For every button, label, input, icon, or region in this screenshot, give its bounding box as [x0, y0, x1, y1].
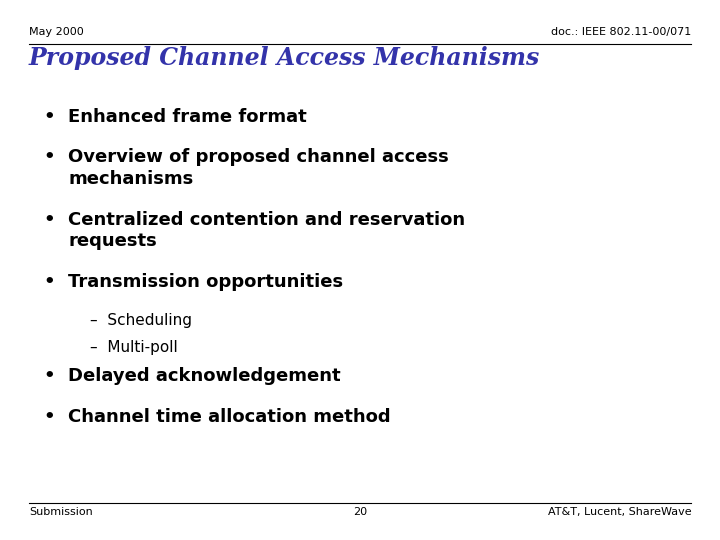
- Text: Submission: Submission: [29, 507, 93, 517]
- Text: •: •: [43, 367, 55, 385]
- Text: Transmission opportunities: Transmission opportunities: [68, 273, 343, 291]
- Text: AT&T, Lucent, ShareWave: AT&T, Lucent, ShareWave: [548, 507, 691, 517]
- Text: Centralized contention and reservation
requests: Centralized contention and reservation r…: [68, 211, 466, 250]
- Text: •: •: [43, 108, 55, 126]
- Text: –  Scheduling: – Scheduling: [90, 313, 192, 328]
- Text: •: •: [43, 148, 55, 166]
- Text: Overview of proposed channel access
mechanisms: Overview of proposed channel access mech…: [68, 148, 449, 188]
- Text: 20: 20: [353, 507, 367, 517]
- Text: •: •: [43, 273, 55, 291]
- Text: Delayed acknowledgement: Delayed acknowledgement: [68, 367, 341, 385]
- Text: •: •: [43, 408, 55, 426]
- Text: Channel time allocation method: Channel time allocation method: [68, 408, 391, 426]
- Text: •: •: [43, 211, 55, 228]
- Text: doc.: IEEE 802.11-00/071: doc.: IEEE 802.11-00/071: [551, 26, 691, 37]
- Text: Proposed Channel Access Mechanisms: Proposed Channel Access Mechanisms: [29, 46, 540, 70]
- Text: –  Multi-poll: – Multi-poll: [90, 340, 178, 355]
- Text: Enhanced frame format: Enhanced frame format: [68, 108, 307, 126]
- Text: May 2000: May 2000: [29, 26, 84, 37]
